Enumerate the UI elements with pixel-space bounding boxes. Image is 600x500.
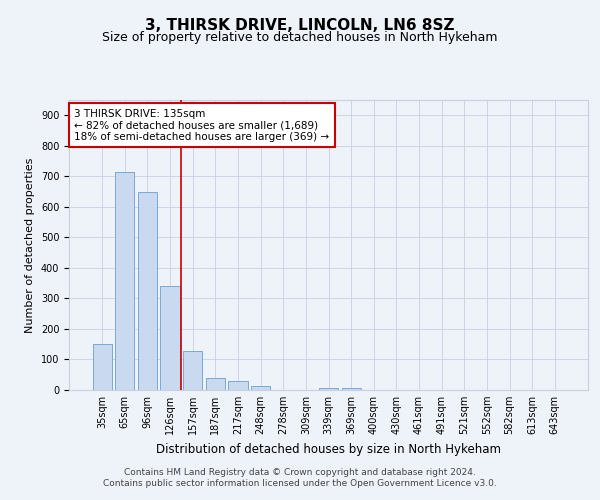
X-axis label: Distribution of detached houses by size in North Hykeham: Distribution of detached houses by size … — [156, 442, 501, 456]
Bar — [183, 351, 202, 390]
Bar — [319, 388, 338, 390]
Bar — [229, 382, 248, 390]
Bar — [92, 344, 112, 390]
Bar — [341, 388, 361, 390]
Text: Size of property relative to detached houses in North Hykeham: Size of property relative to detached ho… — [102, 31, 498, 44]
Bar — [206, 378, 225, 390]
Text: Contains public sector information licensed under the Open Government Licence v3: Contains public sector information licen… — [103, 480, 497, 488]
Text: Contains HM Land Registry data © Crown copyright and database right 2024.: Contains HM Land Registry data © Crown c… — [124, 468, 476, 477]
Bar — [160, 286, 180, 390]
Bar — [138, 192, 157, 390]
Text: 3 THIRSK DRIVE: 135sqm
← 82% of detached houses are smaller (1,689)
18% of semi-: 3 THIRSK DRIVE: 135sqm ← 82% of detached… — [74, 108, 329, 142]
Y-axis label: Number of detached properties: Number of detached properties — [25, 158, 35, 332]
Text: 3, THIRSK DRIVE, LINCOLN, LN6 8SZ: 3, THIRSK DRIVE, LINCOLN, LN6 8SZ — [145, 18, 455, 32]
Bar — [251, 386, 270, 390]
Bar — [115, 172, 134, 390]
